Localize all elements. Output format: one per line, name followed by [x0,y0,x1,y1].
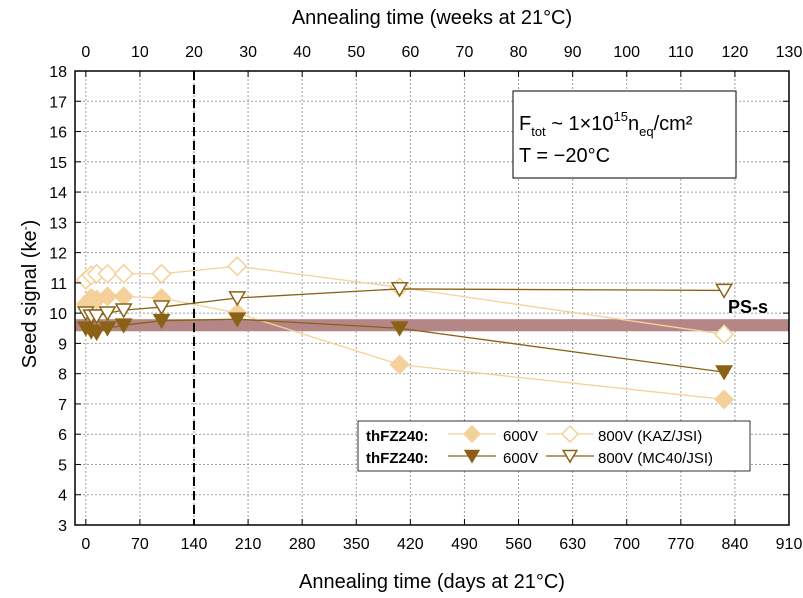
x2-tick-label: 60 [401,44,419,61]
legend-marker [462,424,482,444]
data-point [97,263,118,284]
x-tick-label: 770 [667,536,694,553]
y-tick-label: 16 [49,125,67,142]
data-point [98,306,117,322]
legend-label-800v-kaz: 800V (KAZ/JSI) [598,428,702,445]
data-point [228,291,247,307]
band-label: PS-s [728,297,768,317]
x2-tick-label: 130 [776,44,803,61]
legend-label-600v-kaz: 600V [503,428,538,445]
x-tick-label: 350 [343,536,370,553]
y-tick-label: 15 [49,155,67,172]
legend-marker [463,449,481,464]
data-point [98,321,117,337]
y-tick-label: 10 [49,306,67,323]
x2-tick-label: 110 [668,44,694,61]
x2-tick-label: 50 [347,44,365,61]
y-tick-label: 9 [58,336,67,353]
series-line [85,295,725,401]
data-point [151,263,172,284]
plot-frame [74,70,790,526]
x-tick-label: 280 [289,536,316,553]
y-tick-label: 7 [58,397,67,414]
data-point [390,321,409,337]
x-tick-label: 630 [559,536,586,553]
legend-marker [561,449,579,464]
x2-tick-label: 40 [293,44,311,61]
y-axis-title: Seed signal (ke-) [18,220,41,369]
x-tick-label: 490 [451,536,478,553]
y-tick-label: 12 [49,246,67,263]
y-tick-label: 18 [49,64,67,81]
legend-marker [560,424,580,444]
data-point [113,263,134,284]
y-tick-label: 14 [49,185,67,202]
data-point [389,354,410,375]
data-point [715,283,734,299]
x-tick-label: 560 [505,536,532,553]
x-tick-label: 210 [235,536,262,553]
fluence-label: Ftot ~ 1×1015neq/cm² [519,109,693,139]
data-point [714,324,735,345]
x2-tick-label: 70 [456,44,474,61]
data-point [390,282,409,298]
x-tick-label: 140 [181,536,208,553]
x2-axis-title: Annealing time (weeks at 21°C) [292,7,572,29]
data-point [113,286,134,307]
legend-group-label-2: thFZ240: [366,450,429,467]
tick-labels: 0 70 140 210 280 350 420 490 560 630 700 770 840 9100… [49,44,802,553]
legend-markers [448,424,594,464]
ps-s-band-rect [75,319,789,332]
x2-tick-label: 80 [510,44,528,61]
series-3 [76,312,734,381]
x2-tick-label: 20 [185,44,203,61]
temperature-label: T = −20°C [519,145,610,167]
y-tick-label: 3 [58,518,67,535]
data-point [228,312,247,328]
x-tick-label: 840 [722,536,749,553]
y-tick-label: 4 [58,488,67,505]
x-tick-label: 0 [81,536,90,553]
data-point [714,389,735,410]
y-tick-label: 6 [58,427,67,444]
series-4 [76,282,734,325]
data-series [75,256,735,410]
x-axis-title: Annealing time (days at 21°C) [299,571,565,593]
data-point [227,256,248,277]
conditions-annotation: Ftot ~ 1×1015neq/cm² T = −20°C [512,90,737,179]
data-point [87,325,106,342]
y-tick-label: 8 [58,367,67,384]
x-tick-label: 70 [131,536,149,553]
data-point [97,286,118,307]
x2-tick-label: 30 [239,44,257,61]
x2-tick-label: 120 [722,44,749,61]
legend: thFZ240: 600V 800V (KAZ/JSI) thFZ240: 60… [357,420,751,472]
data-point [87,309,106,325]
y-tick-label: 17 [49,94,67,111]
ps-s-band [75,319,789,332]
x2-tick-label: 100 [613,44,640,61]
data-point [715,365,734,381]
x-tick-label: 420 [397,536,424,553]
legend-label-800v-mc40: 800V (MC40/JSI) [598,450,713,467]
y-tick-label: 5 [58,457,67,474]
x2-tick-label: 90 [564,44,582,61]
data-point [152,300,171,316]
x2-tick-label: 0 [81,44,90,61]
x-tick-label: 910 [776,536,803,553]
data-point [114,318,133,334]
axes [74,70,790,526]
y-tick-label: 11 [50,276,67,293]
legend-group-label-1: thFZ240: [366,428,429,445]
x2-tick-label: 10 [131,44,149,61]
data-point [114,303,133,319]
legend-label-600v-mc40: 600V [503,450,538,467]
x-tick-label: 700 [613,536,640,553]
y-tick-label: 13 [49,215,67,232]
